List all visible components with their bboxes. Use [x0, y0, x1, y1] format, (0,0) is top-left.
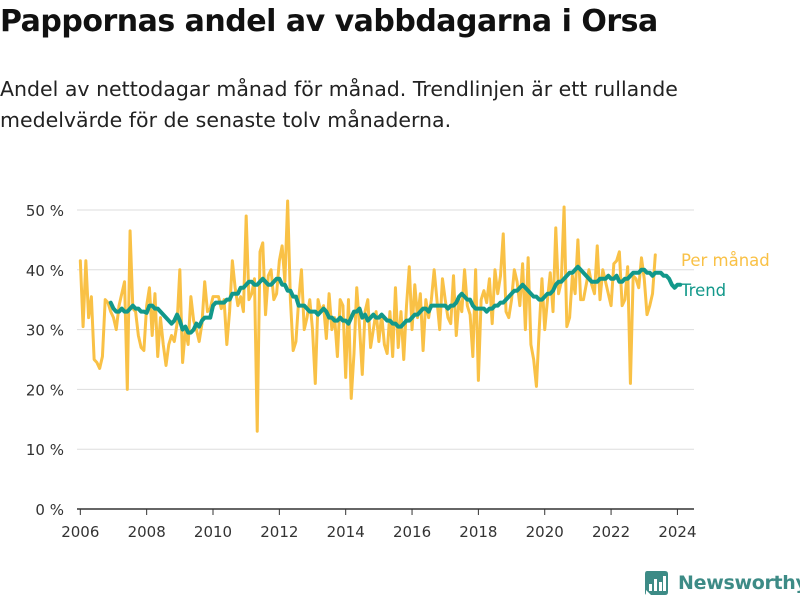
x-tick-label: 2024 — [658, 523, 696, 541]
y-tick-label: 40 % — [26, 262, 64, 280]
series-line-trend — [108, 264, 683, 335]
y-axis: 0 % 10 % 20 % 30 % 40 % 50 % — [26, 202, 64, 519]
series — [78, 199, 683, 433]
legend-label-per-manad: Per månad — [681, 251, 770, 270]
series-line-per-manad — [78, 199, 657, 433]
x-tick-label: 2010 — [194, 523, 232, 541]
legend-label-trend: Trend — [680, 281, 726, 300]
newsworthy-logo-icon — [645, 571, 668, 595]
x-tick-label: 2022 — [592, 523, 630, 541]
x-tick-label: 2018 — [459, 523, 497, 541]
brand-name: Newsworthy — [678, 572, 800, 594]
y-tick-label: 0 % — [35, 501, 64, 519]
chart-title: Pappornas andel av vabbdagarna i Orsa — [0, 4, 658, 39]
x-axis: 2006 2008 2010 2012 2014 2016 2018 2020 2022 2024 — [61, 508, 697, 541]
y-tick-label: 50 % — [26, 202, 64, 220]
x-tick-label: 2012 — [260, 523, 298, 541]
x-tick-label: 2006 — [61, 523, 99, 541]
chart-subtitle: Andel av nettodagar månad för månad. Tre… — [0, 77, 678, 132]
x-tick-label: 2016 — [393, 523, 431, 541]
y-tick-label: 30 % — [26, 322, 64, 340]
y-tick-label: 10 % — [26, 441, 64, 459]
x-tick-label: 2020 — [526, 523, 564, 541]
legend: Per månad Trend — [680, 251, 770, 300]
newsworthy-brand: Newsworthy — [644, 568, 800, 598]
x-tick-label: 2008 — [128, 523, 166, 541]
x-tick-label: 2014 — [327, 523, 365, 541]
y-tick-label: 20 % — [26, 381, 64, 399]
gridlines — [77, 209, 694, 450]
